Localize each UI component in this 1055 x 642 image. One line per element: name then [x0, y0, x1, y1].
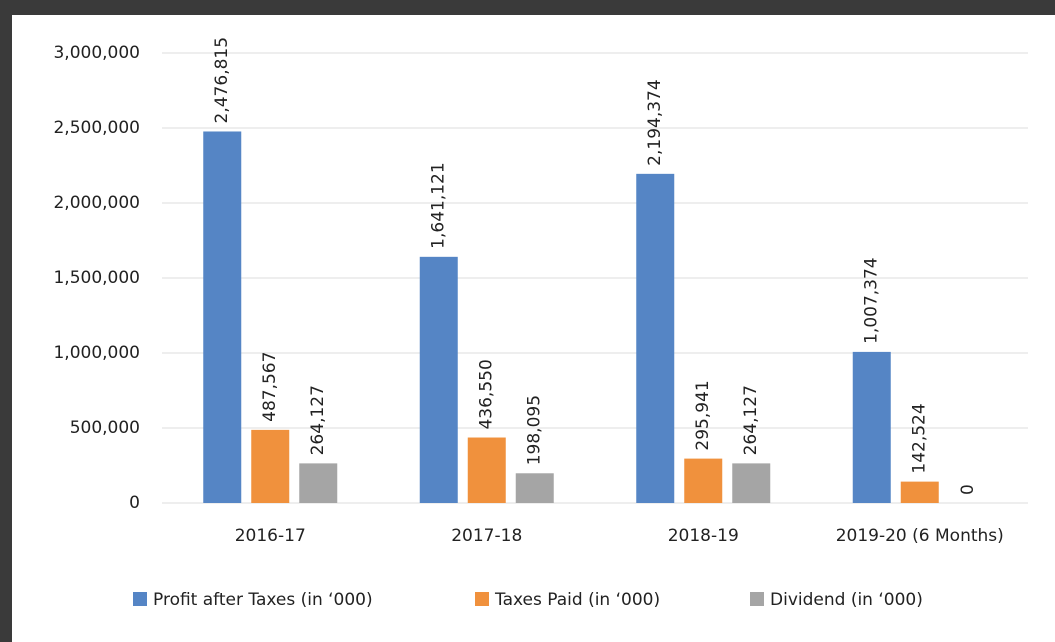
bar — [251, 429, 290, 503]
data-label: 0 — [958, 484, 978, 495]
bar — [852, 351, 891, 503]
bar — [467, 437, 506, 503]
data-label: 142,524 — [910, 403, 930, 473]
y-tick-label: 1,500,000 — [53, 268, 140, 288]
bar — [636, 173, 675, 503]
bar — [900, 481, 939, 503]
bar — [203, 131, 242, 503]
legend-swatch — [750, 592, 764, 606]
data-label: 487,567 — [260, 352, 280, 422]
y-tick-label: 1,000,000 — [53, 343, 140, 363]
data-label: 295,941 — [693, 380, 713, 450]
x-tick-label: 2017-18 — [451, 526, 522, 546]
bar — [684, 458, 723, 503]
x-tick-label: 2019-20 (6 Months) — [836, 526, 1004, 546]
legend-label: Taxes Paid (in ‘000) — [494, 590, 660, 610]
y-tick-label: 0 — [129, 493, 140, 513]
legend-label: Dividend (in ‘000) — [770, 590, 923, 610]
bar — [419, 256, 458, 503]
y-tick-label: 500,000 — [70, 418, 140, 438]
data-label: 1,007,374 — [862, 257, 882, 344]
legend-swatch — [133, 592, 147, 606]
y-tick-label: 2,000,000 — [53, 193, 140, 213]
legend-swatch — [475, 592, 489, 606]
bar — [732, 463, 771, 503]
data-label: 2,194,374 — [645, 79, 665, 166]
bar — [299, 463, 338, 503]
data-label: 1,641,121 — [429, 162, 449, 249]
data-label: 264,127 — [308, 385, 328, 455]
chart-background — [12, 15, 1055, 642]
bar — [515, 473, 554, 503]
y-tick-label: 2,500,000 — [53, 118, 140, 138]
y-tick-label: 3,000,000 — [53, 43, 140, 63]
data-label: 198,095 — [525, 395, 545, 465]
data-label: 436,550 — [477, 359, 497, 429]
legend-label: Profit after Taxes (in ‘000) — [153, 590, 373, 610]
x-tick-label: 2016-17 — [235, 526, 306, 546]
data-label: 264,127 — [741, 385, 761, 455]
data-label: 2,476,815 — [212, 37, 232, 124]
x-tick-label: 2018-19 — [668, 526, 739, 546]
